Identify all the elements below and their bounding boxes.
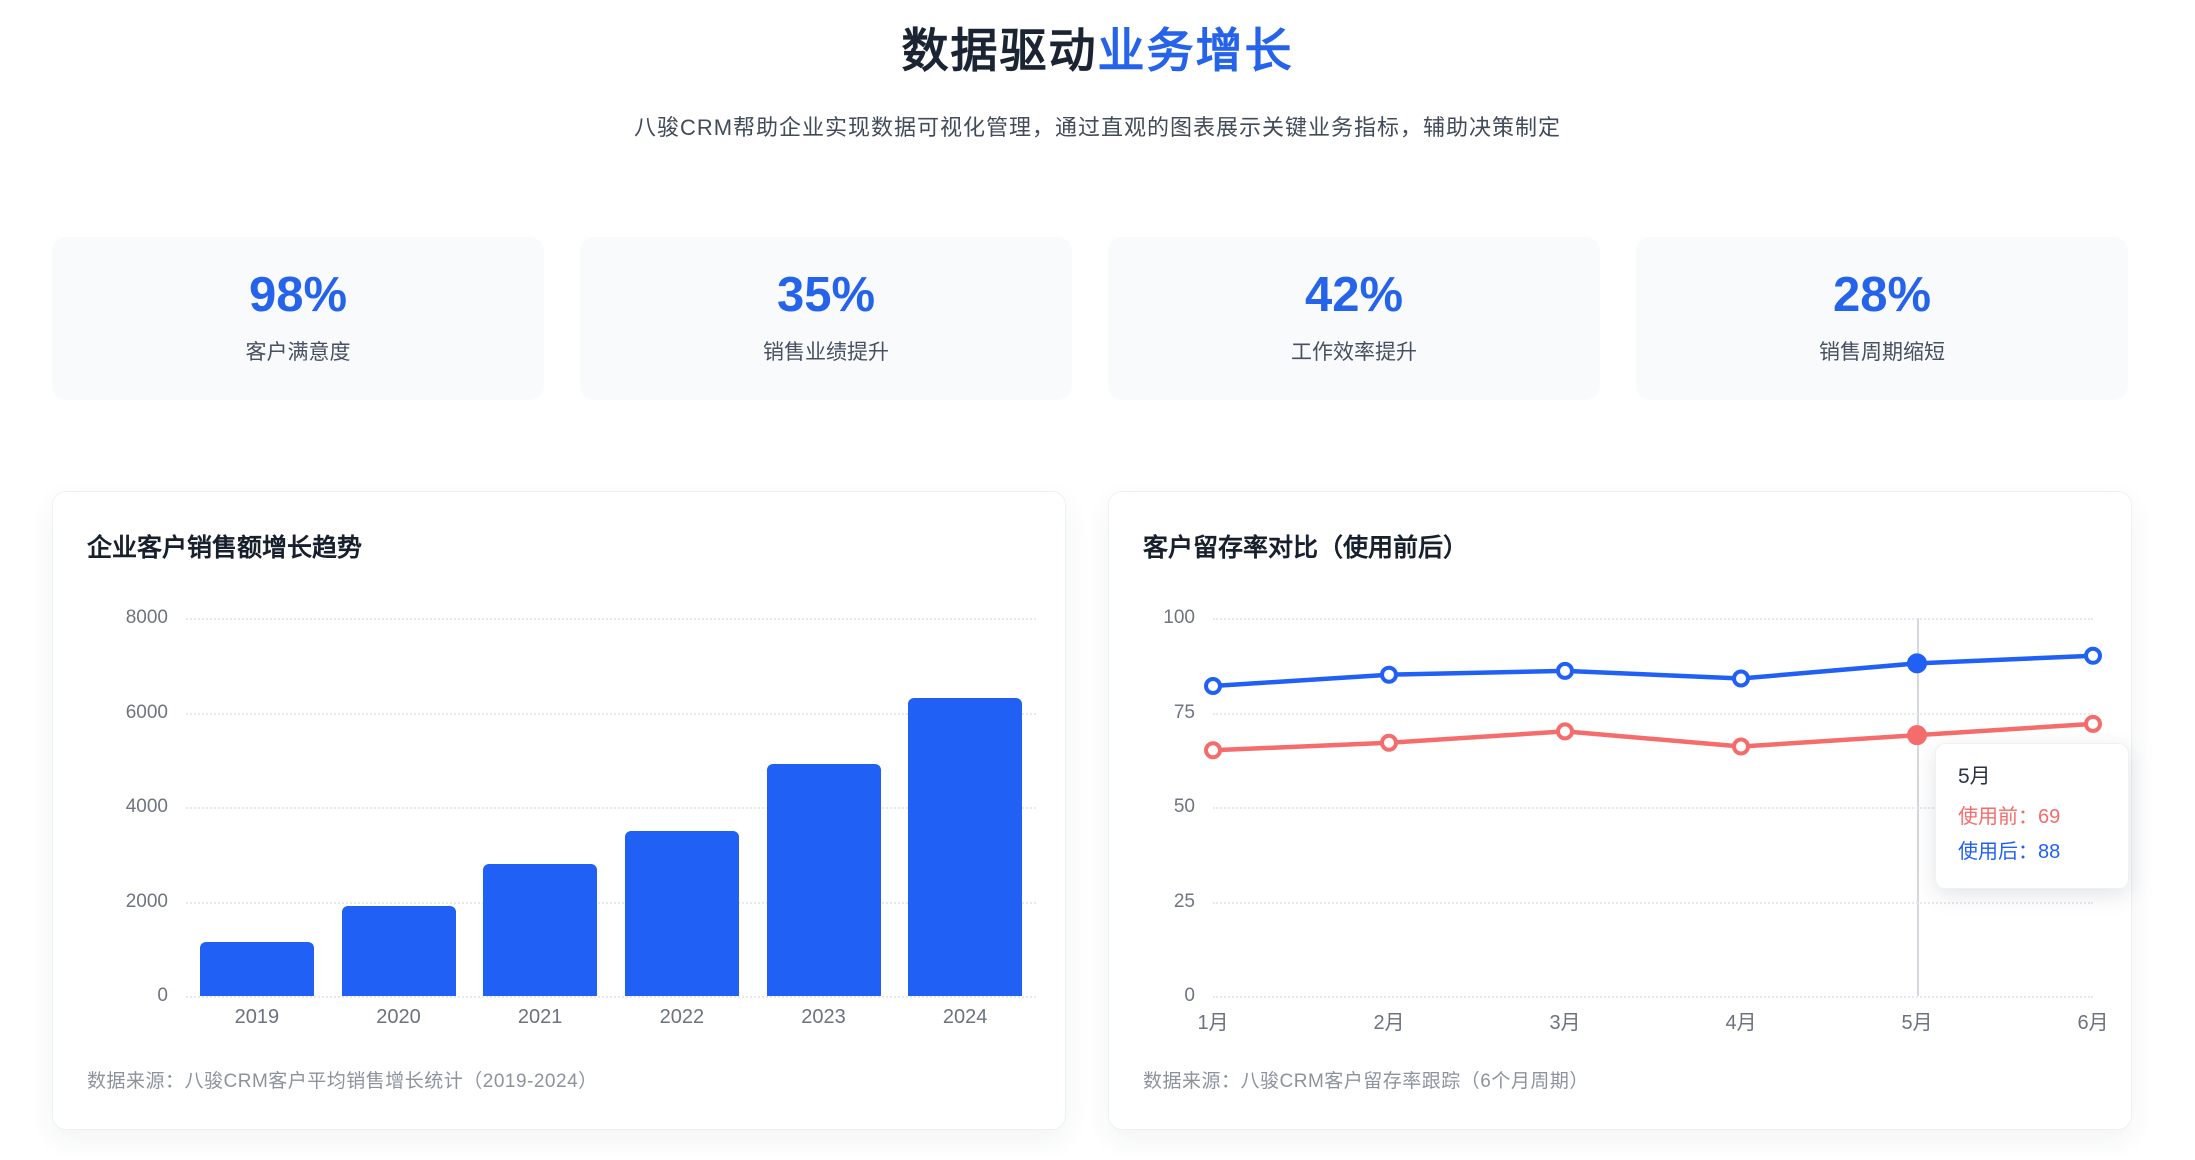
page-title-dark: 数据驱动 <box>901 24 1098 77</box>
y-tick-label: 6000 <box>125 701 168 723</box>
bar-chart-plot[interactable] <box>186 618 1036 998</box>
bar-chart-source: 数据来源：八骏CRM客户平均销售增长统计（2019-2024） <box>87 1071 598 1092</box>
point-使用后-3月[interactable] <box>1556 661 1574 680</box>
x-tick-label: 5月 <box>1901 1012 1933 1034</box>
line-chart-title: 客户留存率对比（使用前后） <box>1143 534 1469 562</box>
gridline <box>1213 901 2093 904</box>
page-title: 数据驱动业务增长 <box>0 12 2195 81</box>
stat-label: 客户满意度 <box>245 341 351 364</box>
bar-chart-card: 企业客户销售额增长趋势 0 2000 4000 6000 8000 2019 2020 20… <box>52 491 1066 1130</box>
y-tick-label: 0 <box>1184 985 1195 1006</box>
stat-value: 28% <box>1832 268 1932 322</box>
bar-2023[interactable] <box>766 764 881 996</box>
line-series-svg[interactable] <box>1204 618 2102 996</box>
y-tick-label: 75 <box>1173 701 1195 723</box>
point-使用前-1月[interactable] <box>1204 741 1222 760</box>
point-使用前-4月[interactable] <box>1732 737 1750 756</box>
stat-label: 工作效率提升 <box>1291 341 1417 364</box>
line-chart-x-axis: 1月 2月 3月 4月 5月 6月 <box>1197 1006 2108 1036</box>
line-chart-y-axis: 0 25 50 75 100 <box>1109 607 1195 1006</box>
stats-row: 98% 客户满意度 35% 销售业绩提升 42% 工作效率提升 28% 销售周期… <box>52 237 2128 400</box>
bar-2021[interactable] <box>483 863 598 996</box>
y-tick-label: 100 <box>1163 607 1195 628</box>
gridline <box>186 807 1036 809</box>
gridline <box>1213 807 2093 809</box>
point-使用后-4月[interactable] <box>1732 669 1750 688</box>
x-tick-label: 2019 <box>234 1006 280 1028</box>
page-subtitle: 八骏CRM帮助企业实现数据可视化管理，通过直观的图表展示关键业务指标，辅助决策制… <box>633 115 1562 140</box>
bar-2022[interactable] <box>624 830 739 996</box>
stat-value: 42% <box>1304 268 1404 322</box>
tooltip-line: 使用后：88 <box>1958 841 2061 863</box>
stat-card-cycle: 28% 销售周期缩短 <box>1636 237 2128 400</box>
tooltip-lines: 使用前：69 使用后：88 <box>1958 800 2106 870</box>
line-chart-card: 客户留存率对比（使用前后） 0 25 50 75 100 1月 2月 3月 4月 5月 6月 5月… <box>1108 491 2132 1130</box>
x-tick-label: 3月 <box>1549 1012 1581 1034</box>
point-使用后-5月[interactable] <box>1907 653 1927 674</box>
x-tick-label: 2021 <box>517 1006 563 1028</box>
x-tick-label: 2月 <box>1373 1012 1405 1034</box>
point-使用前-5月[interactable] <box>1907 725 1927 746</box>
bar-chart-title: 企业客户销售额增长趋势 <box>87 534 363 562</box>
line-使用前 <box>1210 721 2096 753</box>
stat-value: 98% <box>248 268 348 322</box>
gridline <box>186 712 1036 715</box>
bar-chart-x-axis: 2019 2020 2021 2022 2023 2024 <box>186 1006 1036 1036</box>
y-tick-label: 50 <box>1173 796 1195 817</box>
point-使用后-6月[interactable] <box>2084 646 2102 665</box>
stat-card-satisfaction: 98% 客户满意度 <box>52 237 544 400</box>
tooltip-line: 使用前：69 <box>1958 806 2061 828</box>
bar-2024[interactable] <box>908 698 1023 996</box>
y-tick-label: 4000 <box>125 796 168 817</box>
point-使用前-6月[interactable] <box>2084 714 2102 733</box>
point-使用前-2月[interactable] <box>1380 733 1398 752</box>
charts-row: 企业客户销售额增长趋势 0 2000 4000 6000 8000 2019 2020 20… <box>52 491 2132 1130</box>
stat-card-sales-boost: 35% 销售业绩提升 <box>580 237 1072 400</box>
point-使用后-1月[interactable] <box>1204 677 1222 696</box>
page-title-accent: 业务增长 <box>1097 24 1294 77</box>
point-使用后-2月[interactable] <box>1380 665 1398 684</box>
y-tick-label: 8000 <box>125 607 168 628</box>
bar-chart-y-axis: 0 2000 4000 6000 8000 <box>53 607 168 1006</box>
bar-2019[interactable] <box>199 941 314 996</box>
stat-label: 销售周期缩短 <box>1819 341 1945 364</box>
x-tick-label: 6月 <box>2077 1012 2109 1034</box>
y-tick-label: 2000 <box>125 890 168 912</box>
point-使用前-3月[interactable] <box>1556 722 1574 741</box>
stat-card-efficiency: 42% 工作效率提升 <box>1108 237 1600 400</box>
tooltip-title: 5月 <box>1958 765 1991 788</box>
bar-2020[interactable] <box>341 906 456 996</box>
gridline <box>1213 996 2093 998</box>
gridline <box>1213 712 2093 715</box>
x-tick-label: 2024 <box>942 1006 988 1028</box>
stat-value: 35% <box>776 268 876 322</box>
line-chart-plot[interactable] <box>1204 618 2102 998</box>
x-tick-label: 2022 <box>659 1006 705 1028</box>
line-chart-source: 数据来源：八骏CRM客户留存率跟踪（6个月周期） <box>1143 1071 1589 1092</box>
y-tick-label: 25 <box>1173 890 1195 912</box>
x-tick-label: 2023 <box>801 1006 846 1028</box>
y-tick-label: 0 <box>157 985 168 1006</box>
stat-label: 销售业绩提升 <box>763 341 889 364</box>
gridline <box>186 996 1036 998</box>
x-tick-label: 2020 <box>376 1006 421 1028</box>
gridline <box>1213 618 2093 620</box>
chart-tooltip: 5月 使用前：69 使用后：88 <box>1935 743 2129 889</box>
line-使用后 <box>1210 653 2096 689</box>
x-tick-label: 1月 <box>1197 1012 1229 1034</box>
x-tick-label: 4月 <box>1725 1012 1757 1034</box>
gridline <box>186 618 1036 620</box>
gridline <box>186 901 1036 904</box>
